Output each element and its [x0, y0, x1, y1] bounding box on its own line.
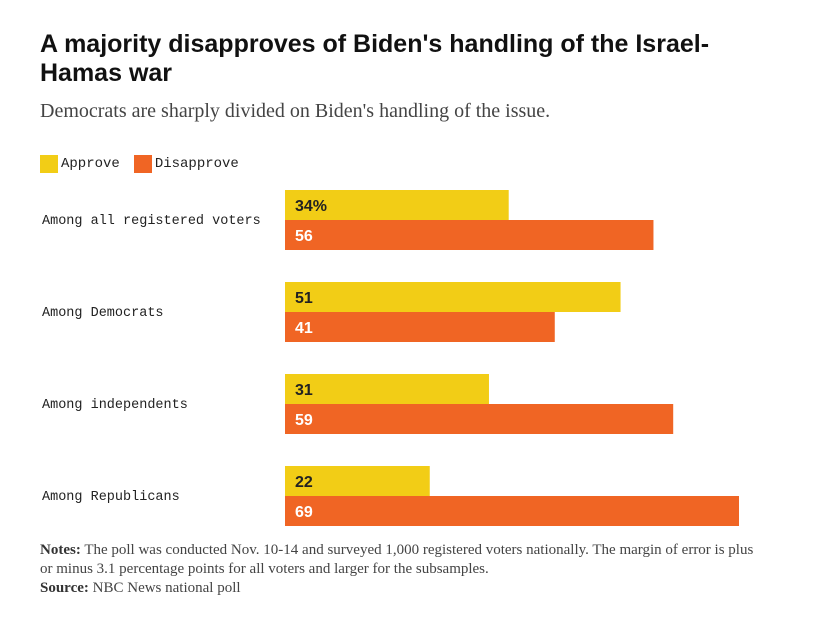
source-text: NBC News national poll — [92, 580, 241, 596]
bar-disapprove-among-democrats — [285, 312, 555, 342]
legend-item-approve: Approve — [40, 155, 120, 173]
data-label-approve-among-all-registered-voters: 34% — [295, 198, 327, 215]
notes-text: The poll was conducted Nov. 10-14 and su… — [40, 542, 754, 577]
data-label-approve-among-independents: 31 — [295, 382, 313, 399]
chart-subtitle: Democrats are sharply divided on Biden's… — [40, 100, 551, 122]
category-label-among-republicans: Among Republicans — [42, 490, 180, 505]
bar-disapprove-among-independents — [285, 404, 674, 434]
bar-disapprove-among-republicans — [285, 496, 739, 526]
legend-swatch-approve — [40, 155, 58, 173]
data-label-disapprove-among-all-registered-voters: 56 — [295, 228, 313, 245]
notes-label: Notes: — [40, 542, 81, 558]
bar-approve-among-all-registered-voters — [285, 190, 509, 220]
bar-approve-among-independents — [285, 374, 489, 404]
category-label-among-independents: Among independents — [42, 398, 188, 413]
category-label-among-all-registered-voters: Among all registered voters — [42, 214, 261, 229]
notes-paragraph: Notes: The poll was conducted Nov. 10-14… — [40, 541, 760, 579]
bar-disapprove-among-all-registered-voters — [285, 220, 654, 250]
legend-label-disapprove: Disapprove — [154, 156, 239, 172]
legend: Approve Disapprove — [40, 155, 253, 173]
bar-approve-among-democrats — [285, 282, 621, 312]
data-label-disapprove-among-independents: 59 — [295, 412, 313, 429]
data-label-disapprove-among-democrats: 41 — [295, 320, 313, 337]
data-label-approve-among-democrats: 51 — [295, 290, 313, 307]
chart-title: A majority disapproves of Biden's handli… — [40, 30, 710, 87]
category-label-among-democrats: Among Democrats — [42, 306, 164, 321]
source-label: Source: — [40, 580, 89, 596]
source-paragraph: Source: NBC News national poll — [40, 579, 760, 598]
legend-label-approve: Approve — [61, 156, 120, 172]
bar-approve-among-republicans — [285, 466, 430, 496]
legend-item-disapprove: Disapprove — [133, 155, 239, 173]
data-label-approve-among-republicans: 22 — [295, 474, 313, 491]
data-label-disapprove-among-republicans: 69 — [295, 504, 313, 521]
notes-block: Notes: The poll was conducted Nov. 10-14… — [40, 541, 760, 598]
legend-swatch-disapprove — [133, 155, 152, 173]
